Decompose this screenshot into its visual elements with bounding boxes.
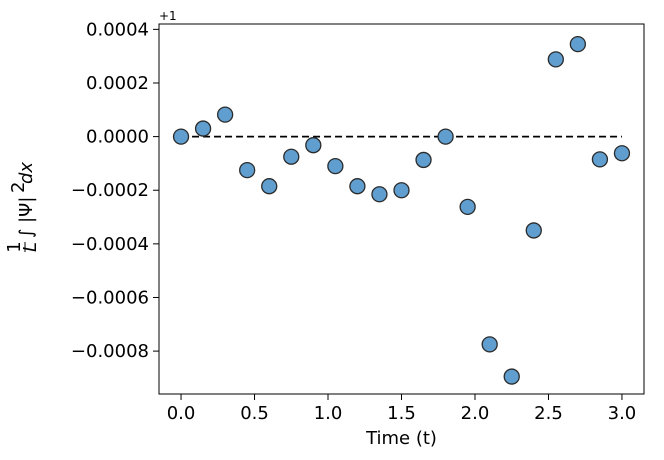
ticks-layer: 0.0 0.5 1.0 1.5 2.0 2.5 3.0 0.0004 0.0002 0.0000 −… bbox=[71, 19, 636, 424]
data-point bbox=[393, 182, 410, 199]
data-point bbox=[371, 186, 388, 203]
data-point bbox=[437, 128, 454, 145]
y-tick-label: −0.0006 bbox=[71, 287, 149, 308]
y-label-frac-num: 1 bbox=[4, 241, 25, 252]
y-label-sup: 2 bbox=[8, 182, 29, 193]
data-point bbox=[305, 137, 322, 154]
y-label-dx: dx bbox=[16, 162, 37, 184]
data-point bbox=[172, 128, 190, 145]
data-point bbox=[194, 120, 212, 137]
y-tick-label: −0.0008 bbox=[71, 341, 149, 362]
x-tick-label: 2.0 bbox=[461, 403, 490, 424]
points-layer bbox=[172, 35, 631, 385]
data-point bbox=[591, 151, 609, 168]
data-point bbox=[503, 368, 520, 385]
y-tick-label: 0.0004 bbox=[86, 19, 149, 40]
x-tick-label: 2.5 bbox=[534, 403, 563, 424]
y-label-frac-den: L bbox=[20, 242, 41, 252]
x-tick-label: 1.0 bbox=[314, 403, 343, 424]
plot-frame bbox=[158, 23, 645, 395]
x-tick-label: 0.0 bbox=[167, 403, 196, 424]
data-point bbox=[415, 151, 432, 169]
x-axis-label: Time (t) bbox=[365, 428, 437, 449]
data-point bbox=[525, 222, 542, 239]
data-point bbox=[327, 157, 344, 175]
y-tick-label: −0.0004 bbox=[71, 234, 149, 255]
x-tick-label: 1.5 bbox=[387, 403, 416, 424]
data-point bbox=[283, 148, 300, 165]
data-point bbox=[216, 106, 234, 123]
data-point bbox=[481, 336, 498, 353]
x-tick-label: 3.0 bbox=[608, 403, 637, 424]
data-point bbox=[547, 51, 564, 68]
data-point bbox=[459, 198, 476, 216]
x-tick-label: 0.5 bbox=[240, 403, 269, 424]
data-point bbox=[349, 178, 366, 195]
y-tick-label: −0.0002 bbox=[71, 180, 149, 201]
y-tick-label: 0.0000 bbox=[86, 127, 149, 148]
data-point bbox=[261, 178, 278, 195]
y-offset-label: +1 bbox=[159, 9, 177, 23]
data-point bbox=[569, 35, 587, 53]
data-point bbox=[239, 161, 256, 179]
data-point bbox=[613, 145, 631, 162]
y-axis-label: 1 L ∫ |Ψ| 2 dx bbox=[4, 162, 41, 253]
y-label-integral: ∫ |Ψ| bbox=[16, 197, 37, 238]
y-tick-label: 0.0002 bbox=[86, 73, 149, 94]
